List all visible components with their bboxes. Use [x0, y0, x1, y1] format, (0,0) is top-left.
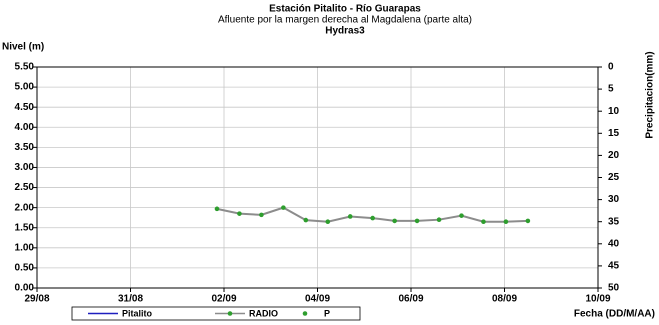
y2-tick-label: 45 [608, 261, 620, 272]
point [303, 217, 309, 223]
y2-tick-label: 10 [608, 106, 620, 117]
point [414, 218, 420, 224]
y-tick-label: 5.50 [15, 62, 35, 73]
y2-tick-label: 0 [608, 62, 614, 73]
y-tick-label: 2.00 [15, 202, 35, 213]
y2-tick-label: 25 [608, 172, 620, 183]
y2-axis-label: Precipitacion(mm) [645, 51, 656, 138]
x-tick-label: 06/09 [398, 294, 423, 305]
y-tick-label: 3.50 [15, 142, 35, 153]
y2-tick-label: 40 [608, 238, 620, 249]
legend-label: P [324, 308, 330, 318]
point [281, 205, 286, 210]
point [370, 215, 375, 221]
point [214, 206, 220, 212]
y-tick-label: 1.50 [15, 222, 35, 233]
point [525, 218, 531, 224]
legend-swatch [227, 311, 233, 316]
x-tick-label: 02/09 [211, 294, 236, 305]
y2-tick-label: 50 [608, 283, 620, 294]
y2-tick-label: 20 [608, 150, 620, 161]
chart-title: Estación Pitalito - Río Guarapas [269, 4, 421, 15]
x-tick-label: 04/09 [305, 294, 330, 305]
legend-box [71, 306, 361, 321]
x-tick-label: 29/08 [24, 294, 49, 305]
point [481, 219, 486, 224]
y-tick-label: 4.50 [15, 102, 35, 113]
y-axis-label: Nivel (m) [2, 42, 44, 53]
legend-swatch [302, 311, 308, 316]
chart-subtitle: Afluente por la margen derecha al Magdal… [218, 15, 472, 26]
point [347, 214, 353, 219]
x-tick-label: 10/09 [585, 294, 610, 305]
point [259, 212, 264, 218]
legend-label: Pitalito [122, 308, 153, 318]
y-tick-label: 0.00 [15, 283, 35, 294]
y2-tick-label: 5 [608, 84, 614, 95]
y-tick-label: 1.00 [15, 242, 35, 253]
y-tick-label: 4.00 [15, 122, 35, 133]
y-tick-label: 2.50 [15, 182, 35, 193]
y-tick-label: 5.00 [15, 82, 35, 93]
point [436, 217, 442, 222]
x-axis-label: Fecha (DD/M/AA) [574, 309, 655, 320]
point [237, 211, 242, 216]
y2-tick-label: 30 [608, 194, 620, 205]
x-tick-label: 08/09 [492, 294, 517, 305]
point [503, 219, 509, 224]
y-tick-label: 0.50 [15, 263, 35, 274]
point [459, 213, 464, 218]
plot-frame [36, 66, 599, 289]
y2-tick-label: 15 [608, 128, 620, 139]
legend-label: RADIO [249, 308, 278, 318]
y-tick-label: 3.00 [15, 162, 35, 173]
x-tick-label: 31/08 [118, 294, 143, 305]
point [392, 218, 397, 224]
point [325, 219, 331, 224]
chart-subtitle: Hydras3 [325, 26, 365, 37]
y2-tick-label: 35 [608, 216, 620, 227]
